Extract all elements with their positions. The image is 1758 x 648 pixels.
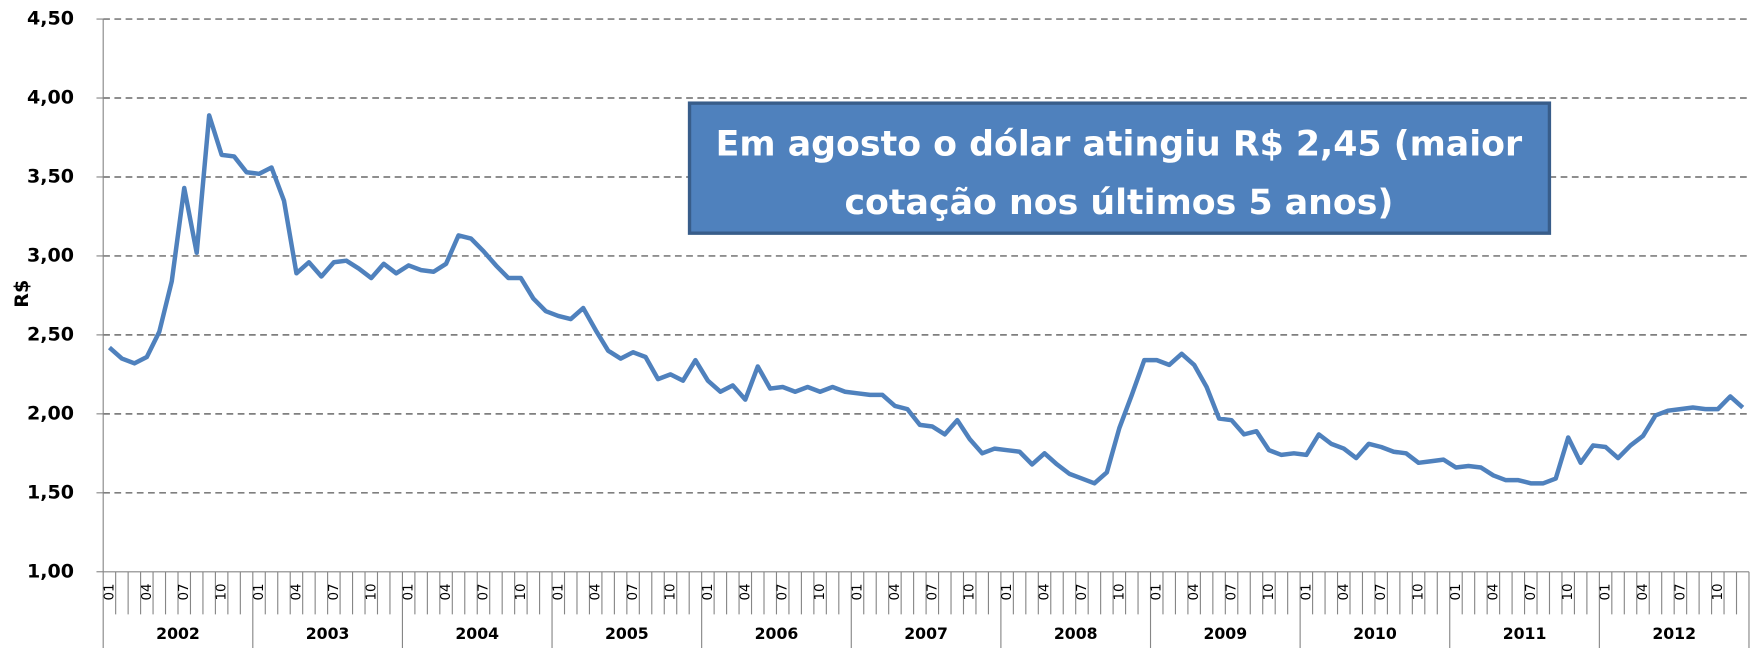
x-tick-label: 04	[1038, 583, 1053, 600]
x-tick-label: 10	[663, 583, 678, 600]
x-tick-label: 07	[1374, 583, 1389, 600]
y-tick-label: 4,50	[27, 8, 74, 30]
y-axis-label: R$	[11, 280, 33, 308]
x-tick-label: 07	[1524, 583, 1539, 600]
x-tick-label: 10	[514, 583, 529, 600]
x-tick-label: 01	[851, 583, 866, 600]
x-tick-label: 01	[102, 583, 117, 600]
x-tick-label: 01	[1000, 583, 1015, 600]
annotation-box	[687, 101, 1552, 235]
year-label: 2011	[1503, 624, 1547, 643]
x-tick-label: 04	[589, 583, 604, 600]
x-tick-label: 10	[1112, 583, 1127, 600]
x-tick-label: 04	[289, 583, 304, 600]
y-tick-label: 1,00	[27, 560, 74, 582]
x-tick-label: 10	[364, 583, 379, 600]
x-tick-label: 04	[1337, 583, 1352, 600]
x-tick-label: 10	[1412, 583, 1427, 600]
x-tick-label: 01	[1449, 583, 1464, 600]
x-tick-label: 10	[1561, 583, 1576, 600]
y-tick-label: 3,00	[27, 244, 74, 266]
y-tick-label: 2,00	[27, 402, 74, 424]
x-tick-label: 10	[215, 583, 230, 600]
year-label: 2004	[455, 624, 499, 643]
x-tick-label: 04	[1486, 583, 1501, 600]
x-tick-label: 01	[551, 583, 566, 600]
y-tick-label: 4,00	[27, 87, 74, 109]
year-label: 2006	[755, 624, 799, 643]
year-label: 2010	[1353, 624, 1397, 643]
y-tick-label: 2,50	[27, 323, 74, 345]
x-tick-label: 07	[1075, 583, 1090, 600]
x-tick-label: 01	[252, 583, 267, 600]
x-tick-label: 04	[140, 583, 155, 600]
x-tick-label: 07	[327, 583, 342, 600]
x-tick-label: 07	[1673, 583, 1688, 600]
annotation-text: Em agosto o dólar atingiu R$ 2,45 (maior	[716, 125, 1523, 165]
x-tick-label: 01	[402, 583, 417, 600]
y-tick-label: 1,50	[27, 481, 74, 503]
x-tick-label: 07	[177, 583, 192, 600]
year-label: 2008	[1054, 624, 1098, 643]
x-tick-label: 10	[1711, 583, 1726, 600]
x-tick-label: 04	[1636, 583, 1651, 600]
year-label: 2012	[1652, 624, 1696, 643]
y-tick-label: 3,50	[27, 165, 74, 187]
x-tick-label: 07	[925, 583, 940, 600]
year-label: 2003	[306, 624, 350, 643]
x-tick-label: 10	[1262, 583, 1277, 600]
x-tick-label: 07	[1225, 583, 1240, 600]
year-label: 2002	[156, 624, 200, 643]
x-tick-label: 07	[776, 583, 791, 600]
year-label: 2005	[605, 624, 649, 643]
annotation-text: cotação nos últimos 5 anos)	[844, 183, 1393, 223]
x-tick-label: 04	[888, 583, 903, 600]
x-tick-label: 04	[1187, 583, 1202, 600]
x-tick-label: 04	[439, 583, 454, 600]
x-tick-label: 01	[1299, 583, 1314, 600]
year-label: 2009	[1203, 624, 1247, 643]
x-tick-label: 10	[963, 583, 978, 600]
x-tick-label: 01	[1599, 583, 1614, 600]
x-tick-label: 07	[626, 583, 641, 600]
year-label: 2007	[904, 624, 948, 643]
x-tick-label: 07	[476, 583, 491, 600]
x-tick-label: 04	[738, 583, 753, 600]
x-tick-label: 01	[1150, 583, 1165, 600]
line-series	[107, 113, 1745, 486]
x-tick-label: 01	[701, 583, 716, 600]
x-tick-label: 10	[813, 583, 828, 600]
